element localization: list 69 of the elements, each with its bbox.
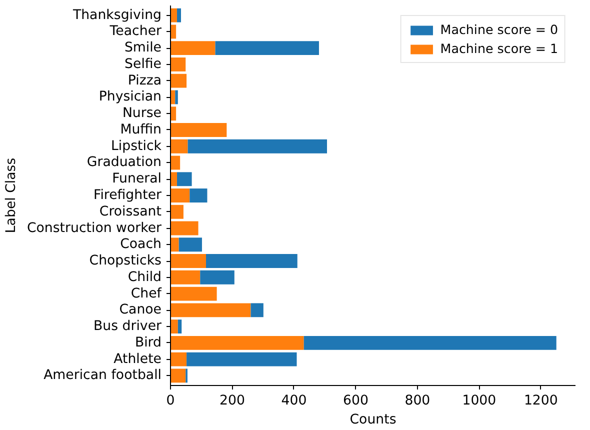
y-tick-label: Thanksgiving	[72, 8, 162, 23]
bar	[170, 270, 200, 284]
bar	[170, 58, 186, 72]
y-tick-label: Graduation	[86, 155, 162, 170]
y-tick-label: Bird	[134, 335, 162, 350]
bar	[170, 41, 216, 56]
x-tick-label: 1200	[524, 394, 558, 408]
bar	[176, 172, 192, 186]
bar	[170, 172, 177, 186]
x-tick-label: 200	[220, 394, 245, 408]
y-tick-label: Chopsticks	[89, 254, 162, 269]
y-tick-label: Muffin	[120, 122, 162, 138]
y-tick-label: Coach	[120, 237, 162, 252]
bar	[170, 320, 178, 334]
y-tick-label: Pizza	[128, 73, 162, 88]
bar	[170, 139, 188, 154]
bar	[170, 254, 206, 268]
bar	[170, 24, 176, 39]
bar	[200, 270, 234, 284]
x-tick-label: 600	[342, 394, 368, 408]
bar	[188, 139, 328, 154]
y-tick-label: Teacher	[108, 24, 162, 40]
y-tick-label: Croissant	[99, 204, 162, 220]
x-axis-title: Counts	[350, 412, 396, 428]
y-tick-label: Canoe	[119, 302, 162, 318]
y-tick-label: Athlete	[114, 352, 162, 367]
x-tick-label: 0	[166, 394, 175, 408]
bar	[304, 336, 556, 350]
y-tick-label: Lipstick	[110, 138, 162, 154]
bar	[170, 74, 187, 88]
bar	[170, 156, 180, 170]
y-axis-title: Label Class	[4, 158, 19, 234]
y-tick-label: Construction worker	[26, 220, 162, 236]
bar	[170, 336, 304, 350]
legend-label: Machine score = 1	[440, 41, 558, 56]
y-tick-label: Child	[128, 270, 162, 285]
y-tick-label: Smile	[124, 40, 162, 56]
bar	[170, 188, 190, 202]
bar	[175, 90, 178, 104]
bar	[170, 221, 198, 236]
bar	[215, 41, 319, 56]
legend-label: Machine score = 0	[440, 22, 558, 37]
x-tick-label: 800	[404, 394, 430, 408]
bar	[190, 188, 208, 202]
bar	[170, 286, 217, 301]
bar	[170, 106, 176, 121]
bar	[170, 238, 179, 252]
bar	[170, 368, 186, 383]
bar	[170, 204, 184, 219]
bar	[186, 352, 297, 366]
bar	[170, 123, 227, 137]
bar	[178, 320, 182, 334]
y-tick-label: Chef	[130, 286, 162, 302]
y-tick-label: Funeral	[112, 172, 162, 187]
y-tick-label: American football	[44, 368, 162, 384]
bar	[170, 303, 251, 318]
x-tick-label: 400	[281, 394, 307, 408]
bar	[170, 352, 187, 366]
y-tick-label: Nurse	[122, 106, 162, 122]
bar	[176, 8, 181, 22]
bar	[170, 8, 177, 22]
bar	[206, 254, 298, 268]
y-tick-label: Firefighter	[94, 188, 162, 203]
y-tick-label: Selfie	[124, 56, 162, 72]
x-tick-label: 1000	[462, 394, 496, 408]
y-tick-label: Bus driver	[94, 319, 162, 334]
bar	[178, 238, 202, 252]
bar	[250, 303, 264, 318]
y-tick-label: Physician	[98, 90, 162, 105]
